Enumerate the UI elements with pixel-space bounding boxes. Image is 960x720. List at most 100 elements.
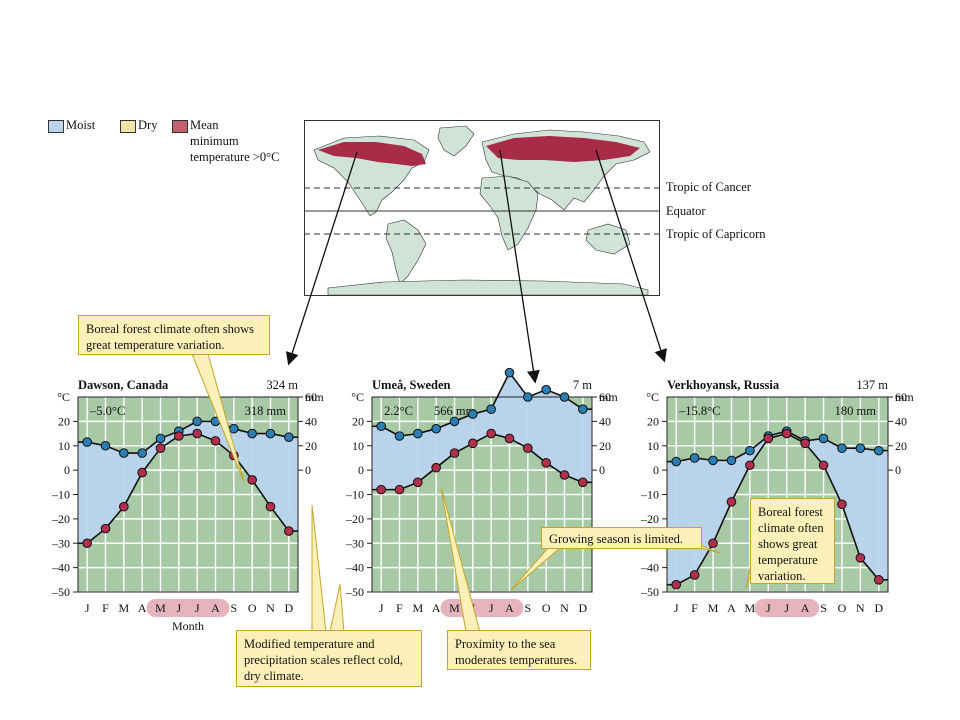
chart-2-precipitation-point <box>468 409 478 419</box>
chart-2-temperature-point <box>431 462 441 473</box>
chart-1-precipitation-point <box>155 433 166 444</box>
chart-1-moist-area <box>233 428 253 480</box>
chart-2-x-tick-label: D <box>578 601 587 615</box>
label-equator: Equator <box>666 204 706 218</box>
chart-3-x-tick-label: J <box>674 601 679 615</box>
chart-1-x-tick-label: F <box>102 601 109 615</box>
chart-1-precipitation-point <box>265 428 276 439</box>
chart-2-y-right-tick-label: 40 <box>599 414 611 428</box>
chart-1-y-left-unit: °C <box>57 390 70 404</box>
chart-1-mean-temperature: –5.0°C <box>89 404 125 418</box>
chart-3-temperature-point <box>708 538 718 549</box>
chart-3-y-left-tick-label: –50 <box>640 585 659 599</box>
chart-1-temperature-point <box>284 526 294 536</box>
chart-3-y-right-tick-label: 0 <box>895 463 901 477</box>
arrow-to-umea <box>499 149 540 384</box>
legend-label-moist: Moist <box>66 118 96 132</box>
chart-1-precipitation-point <box>100 440 111 451</box>
chart-1-precipitation-point <box>82 437 92 447</box>
arrow-to-dawson <box>286 151 358 366</box>
chart-3-x-tick-label: S <box>820 601 827 615</box>
chart-3-title: Verkhoyansk, Russia <box>667 378 780 392</box>
chart-1-annual-precipitation: 318 mm <box>245 404 287 418</box>
chart-3-temperature-point <box>800 438 810 449</box>
chart-3-precipitation-point <box>837 443 847 453</box>
chart-2-precipitation-point <box>431 423 441 434</box>
arrow-to-verkhoyansk <box>595 149 667 363</box>
callout-boreal-right: Boreal forest climate often shows great … <box>750 498 835 584</box>
chart-1-precipitation-point <box>229 423 239 434</box>
chart-3-precipitation-point <box>745 445 755 456</box>
chart-1-x-tick-label: N <box>266 601 275 615</box>
chart-2-temperature-point <box>413 477 423 488</box>
land-greenland <box>437 125 475 157</box>
land-south-america <box>385 219 427 285</box>
chart-3-x-tick-label: A <box>727 601 736 615</box>
label-tropic-of-cancer: Tropic of Cancer <box>666 180 751 194</box>
chart-3-moist-area <box>667 461 677 585</box>
chart-2-y-right-tick-label: 0 <box>599 463 605 477</box>
leader-growing-1 <box>510 547 562 591</box>
chart-2-title: Umeå, Sweden <box>372 378 451 392</box>
chart-1-x-tick-label: S <box>230 601 237 615</box>
chart-3-growing-season-band <box>754 599 820 617</box>
chart-2-moist-area <box>582 409 592 483</box>
chart-3-annual-precipitation: 180 mm <box>835 404 877 418</box>
chart-2-x-tick-label: M <box>449 601 460 615</box>
chart-3-precipitation-point <box>855 443 866 453</box>
chart-2-moist-area <box>564 397 583 483</box>
chart-3-x-tick-label: O <box>838 601 847 615</box>
chart-3-x-tick-label: D <box>874 601 883 615</box>
chart-1-y-left-tick-label: –50 <box>51 585 70 599</box>
chart-1-y-right-unit: mm <box>305 390 324 404</box>
chart-1-elevation: 324 m <box>266 378 298 392</box>
chart-3-moist-area <box>878 450 888 580</box>
chart-3-y-right-tick-label: 60 <box>895 390 907 404</box>
chart-1-x-tick-label: M <box>155 601 166 615</box>
chart-3-mean-temperature: –15.8°C <box>678 404 720 418</box>
chart-2-y-left-tick-label: 20 <box>352 414 364 428</box>
legend-swatch-moist <box>48 120 64 133</box>
chart-1-temperature-point <box>265 501 276 512</box>
chart-1-title: Dawson, Canada <box>78 378 169 392</box>
chart-1-precipitation-point <box>192 416 202 427</box>
chart-2-moist-area <box>399 433 418 490</box>
chart-3-y-left-tick-label: 10 <box>647 439 659 453</box>
chart-3-temperature-point <box>671 579 682 590</box>
chart-2-precipitation-point <box>559 392 570 402</box>
chart-2-y-left-tick-label: –20 <box>345 512 364 526</box>
chart-2-x-tick-label: A <box>505 601 514 615</box>
chart-2-y-left-tick-label: –10 <box>345 488 364 502</box>
callout-growing-season: Growing season is limited. <box>541 527 702 549</box>
chart-1-temperature-point <box>192 428 202 439</box>
chart-1-x-tick-label: J <box>195 601 200 615</box>
chart-3-temperature-point <box>726 497 737 507</box>
chart-1-moist-area <box>288 437 298 532</box>
chart-2-temperature-point <box>541 458 551 468</box>
legend-swatch-mean-min-temp <box>172 120 188 133</box>
chart-2-temperature-point <box>449 448 460 458</box>
chart-3-precipitation-point <box>726 455 737 466</box>
chart-1-x-axis-label: Month <box>172 619 204 633</box>
chart-2-temperature-point <box>504 433 515 444</box>
chart-3-precipitation-point <box>873 445 884 456</box>
chart-2-x-tick-label: N <box>560 601 569 615</box>
chart-1-precipitation-point <box>137 448 147 458</box>
chart-2-x-tick-label: O <box>542 601 551 615</box>
chart-1-temperature-point <box>137 467 147 478</box>
chart-3-y-left-tick-label: –10 <box>640 488 659 502</box>
chart-3-moist-area <box>731 450 750 502</box>
chart-3-moist-area <box>676 457 695 585</box>
chart-2-precipitation-point <box>541 384 551 395</box>
chart-2-precipitation-point <box>486 404 496 414</box>
chart-3-elevation: 137 m <box>856 378 888 392</box>
chart-1-moist-area <box>78 442 88 544</box>
chart-1-moist-area <box>87 442 106 544</box>
legend-swatch-dry <box>120 120 136 133</box>
chart-3-x-tick-label: J <box>784 601 789 615</box>
chart-3-temperature-line <box>667 432 888 586</box>
boreal-region-north-america <box>318 142 426 166</box>
